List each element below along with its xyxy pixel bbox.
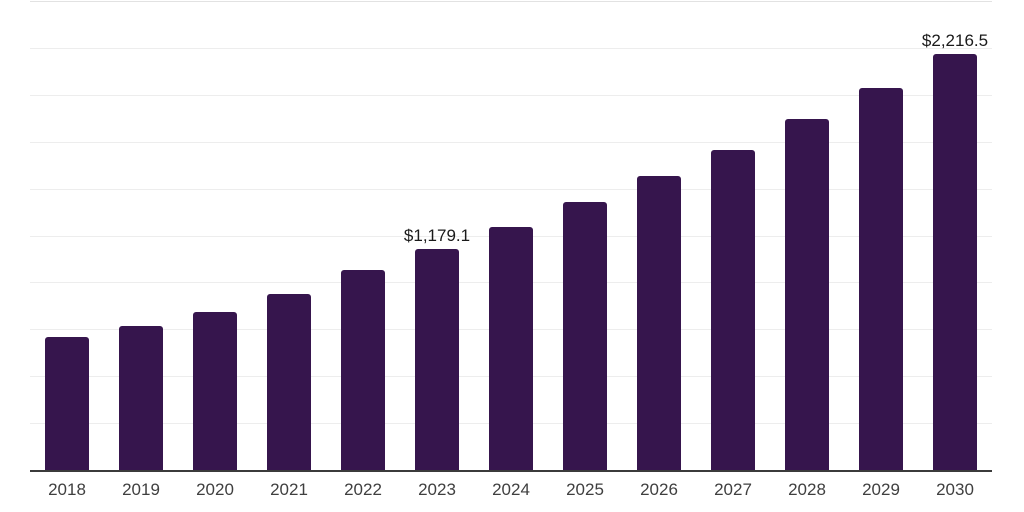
plot-area: $1,179.1 $2,216.5 [30, 1, 992, 470]
data-label-2030: $2,216.5 [921, 31, 989, 51]
x-tick-label-2022: 2022 [344, 480, 382, 499]
x-tick-label-2019: 2019 [122, 480, 160, 499]
x-tick-label-2024: 2024 [492, 480, 530, 499]
bar-cell-2023: $1,179.1 [400, 1, 474, 470]
x-tick-label-2021: 2021 [270, 480, 308, 499]
x-tick-label-2025: 2025 [566, 480, 604, 499]
gridline-1500 [30, 188, 992, 190]
x-tick-label-2018: 2018 [48, 480, 86, 499]
bar-cell-2024 [474, 1, 548, 470]
bar-series: $1,179.1 $2,216.5 [30, 1, 992, 470]
bar-cell-2026 [622, 1, 696, 470]
bar-2025 [563, 201, 607, 470]
gridline-1750 [30, 141, 992, 143]
bar-cell-2025 [548, 1, 622, 470]
data-label-2023: $1,179.1 [403, 225, 471, 245]
x-tick-label-2026: 2026 [640, 480, 678, 499]
bar-cell-2019 [104, 1, 178, 470]
bar-2023 [415, 248, 459, 470]
x-tick-label-2030: 2030 [936, 480, 974, 499]
gridline-2000 [30, 94, 992, 96]
x-axis-tick-labels: 2018 2019 2020 2021 2022 2023 2024 2025 2026 2027… [30, 481, 992, 498]
bar-2028 [785, 119, 829, 470]
gridline-2250 [30, 47, 992, 49]
bar-cell-2030: $2,216.5 [918, 1, 992, 470]
bar-2030 [933, 54, 977, 470]
x-tick-label-2029: 2029 [862, 480, 900, 499]
bar-cell-2022 [326, 1, 400, 470]
bar-2019 [119, 325, 163, 470]
bar-2024 [489, 227, 533, 470]
x-axis-line [30, 470, 992, 472]
bar-2018 [45, 337, 89, 470]
gridline-2500 [30, 1, 992, 2]
bar-cell-2027 [696, 1, 770, 470]
bar-cell-2021 [252, 1, 326, 470]
x-tick-label-2028: 2028 [788, 480, 826, 499]
bar-2029 [859, 88, 903, 470]
bar-cell-2020 [178, 1, 252, 470]
bar-2021 [267, 294, 311, 470]
bar-2027 [711, 149, 755, 470]
x-tick-label-2027: 2027 [714, 480, 752, 499]
bar-cell-2029 [844, 1, 918, 470]
bar-cell-2028 [770, 1, 844, 470]
bar-cell-2018 [30, 1, 104, 470]
bar-2022 [341, 270, 385, 470]
x-tick-label-2023: 2023 [418, 480, 456, 499]
bar-2026 [637, 176, 681, 470]
bar-2020 [193, 312, 237, 470]
x-tick-label-2020: 2020 [196, 480, 234, 499]
